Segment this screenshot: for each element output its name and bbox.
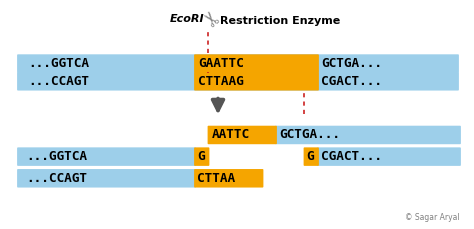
FancyBboxPatch shape [17,169,196,188]
FancyBboxPatch shape [17,147,196,166]
Text: ...GGTCA: ...GGTCA [28,57,89,70]
FancyBboxPatch shape [317,147,461,166]
Text: EcoRI: EcoRI [170,14,204,24]
Text: CTTAA: CTTAA [197,172,235,185]
Text: GCTGA...: GCTGA... [321,57,382,70]
Text: CTTAAG: CTTAAG [198,75,244,88]
FancyBboxPatch shape [17,54,459,73]
FancyBboxPatch shape [194,54,319,73]
FancyBboxPatch shape [275,126,461,144]
Text: © Sagar Aryal: © Sagar Aryal [405,213,460,222]
Text: G: G [197,150,205,163]
FancyBboxPatch shape [194,72,319,90]
Text: Restriction Enzyme: Restriction Enzyme [220,16,341,26]
FancyBboxPatch shape [194,169,264,188]
Text: GAATTC: GAATTC [198,57,244,70]
Text: GCTGA...: GCTGA... [279,128,340,142]
Text: AATTC: AATTC [211,128,250,142]
Text: G: G [307,150,314,163]
FancyBboxPatch shape [194,147,210,166]
FancyBboxPatch shape [304,147,319,166]
FancyBboxPatch shape [208,126,277,144]
Text: ...CCAGT: ...CCAGT [28,75,89,88]
Text: ...CCAGT: ...CCAGT [26,172,87,185]
Text: CGACT...: CGACT... [321,150,382,163]
FancyBboxPatch shape [17,72,459,90]
Text: ...GGTCA: ...GGTCA [26,150,87,163]
Text: CGACT...: CGACT... [321,75,382,88]
Text: ✂: ✂ [199,3,226,29]
